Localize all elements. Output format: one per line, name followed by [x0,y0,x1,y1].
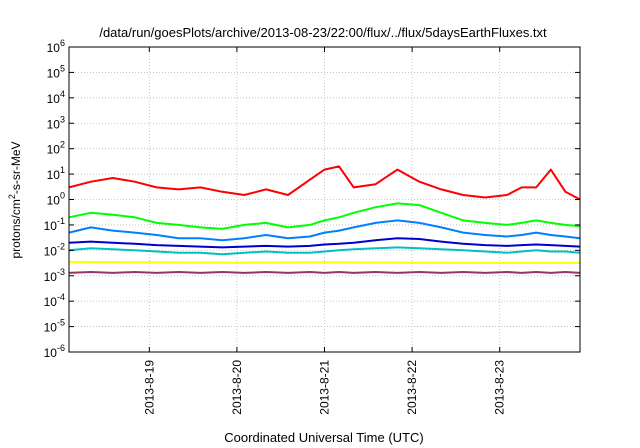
y-axis-label-main: protons/cm [9,199,23,258]
axis-ticks: 10-6 10-5 10-4 10-3 10-2 10-1 100 101 102 103 104 1… [44,38,580,415]
y-axis-label-sup: 2 [7,194,17,199]
series-line-4 [68,237,581,249]
series-layer [68,165,581,274]
y-tick-label: 10-2 [44,241,65,258]
y-tick-label: 10-4 [44,292,65,309]
y-tick-label: 103 [47,114,65,131]
series-line-3 [68,219,581,242]
series-line-6 [68,260,580,264]
series-line-7 [68,271,581,274]
y-tick-label: 10-6 [44,343,65,360]
y-axis-label: protons/cm2-s-sr-MeV [7,141,23,258]
series-line-5 [68,246,581,256]
x-tick-label: 2013-8-23 [493,360,507,415]
x-axis-label: Coordinated Universal Time (UTC) [224,430,423,445]
y-tick-label: 104 [47,89,65,106]
y-tick-label: 101 [47,165,65,182]
y-tick-label: 105 [47,63,65,80]
x-tick-label: 2013-8-21 [318,360,332,415]
y-tick-label: 10-3 [44,267,65,284]
series-line-1 [68,165,581,201]
y-tick-label: 100 [47,191,65,208]
x-tick-label: 2013-8-19 [142,360,156,415]
y-tick-label: 102 [47,140,65,157]
y-tick-label: 10-5 [44,318,65,335]
chart-title: /data/run/goesPlots/archive/2013-08-23/2… [99,25,547,40]
y-axis-label-rest: -s-sr-MeV [9,141,23,194]
x-tick-label: 2013-8-20 [230,360,244,415]
y-tick-label: 10-1 [44,216,65,233]
x-tick-label: 2013-8-22 [405,360,419,415]
grid-lines [69,47,580,352]
series-line-2 [68,202,581,230]
y-tick-label: 106 [47,38,65,55]
